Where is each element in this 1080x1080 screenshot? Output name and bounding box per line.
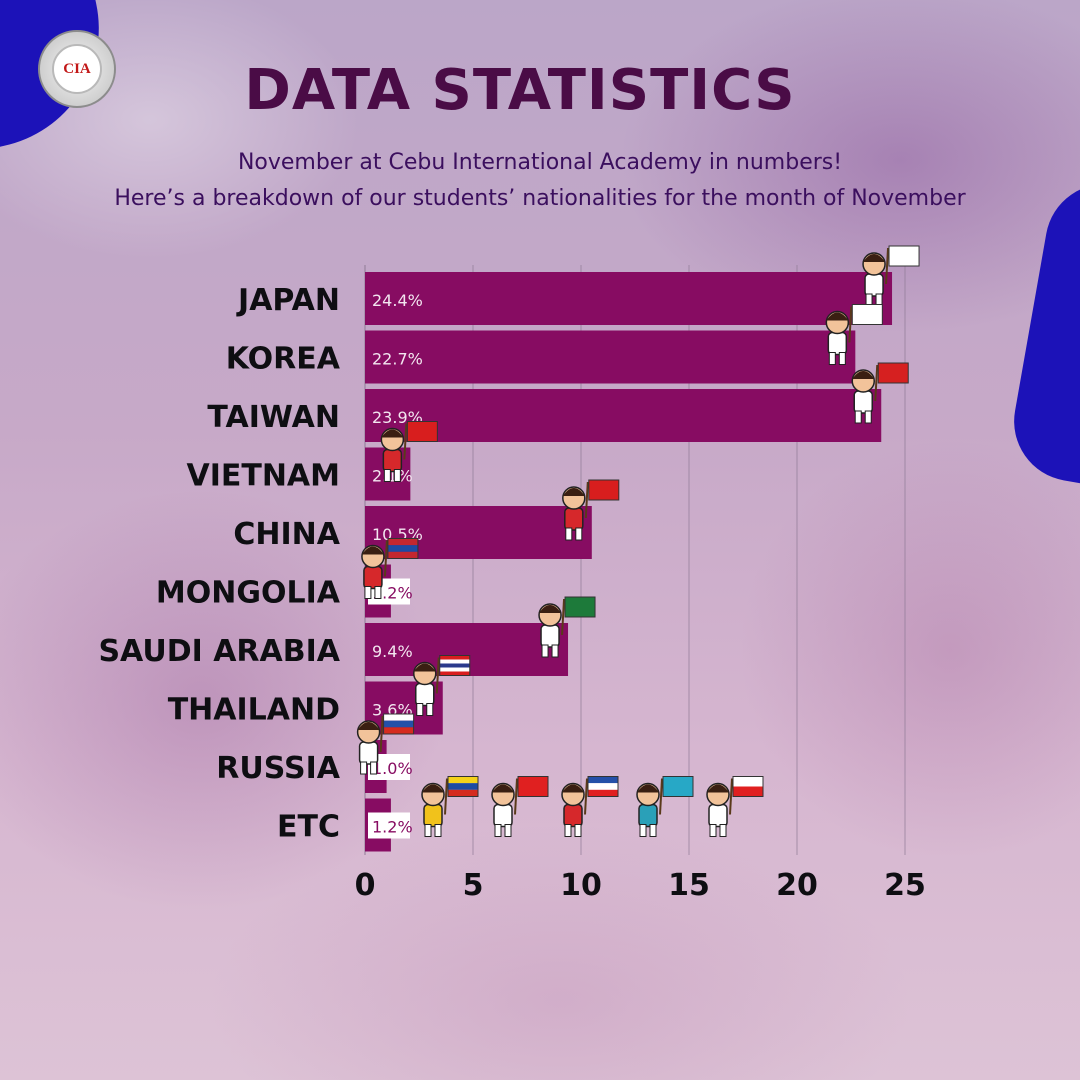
kid-with-flag-icon bbox=[706, 776, 764, 837]
kid-with-flag-icon bbox=[491, 776, 549, 837]
x-tick-label: 10 bbox=[560, 868, 602, 903]
kid-with-flag-icon bbox=[361, 538, 419, 599]
page-title: DATA STATISTICS bbox=[244, 58, 796, 123]
kid-with-flag-icon bbox=[851, 362, 909, 424]
kid-with-flag-icon bbox=[421, 776, 479, 837]
value-label: 22.7% bbox=[372, 350, 423, 369]
x-tick-label: 15 bbox=[668, 868, 710, 903]
category-label: CHINA bbox=[233, 517, 340, 552]
category-label: RUSSIA bbox=[216, 751, 340, 786]
value-label: 1.2% bbox=[372, 584, 413, 603]
value-label-bg bbox=[368, 812, 410, 839]
kid-with-flag-icon bbox=[862, 245, 920, 307]
category-label: MONGOLIA bbox=[156, 576, 341, 611]
value-label: 1.0% bbox=[372, 759, 413, 778]
cia-logo: CIA bbox=[38, 30, 116, 108]
x-tick-label: 5 bbox=[463, 868, 484, 903]
category-label: KOREA bbox=[226, 342, 341, 377]
kid-with-flag-icon bbox=[413, 655, 471, 716]
value-label: 24.4% bbox=[372, 291, 423, 310]
value-label: 2.1% bbox=[372, 467, 413, 486]
subtitle-line-2: Here’s a breakdown of our students’ nati… bbox=[114, 186, 966, 211]
bar bbox=[365, 330, 856, 384]
bar bbox=[365, 272, 893, 325]
category-label: VIETNAM bbox=[186, 459, 340, 494]
kid-with-flag-icon bbox=[562, 479, 620, 541]
x-tick-label: 25 bbox=[884, 868, 926, 903]
kid-with-flag-icon bbox=[356, 713, 415, 775]
cia-logo-text: CIA bbox=[52, 44, 102, 94]
subtitle-line-1: November at Cebu International Academy i… bbox=[237, 150, 843, 175]
kid-with-flag-icon bbox=[380, 421, 438, 482]
category-label: THAILAND bbox=[168, 693, 340, 728]
kid-with-flag-icon bbox=[561, 776, 619, 837]
category-label: TAIWAN bbox=[207, 400, 340, 435]
x-tick-label: 0 bbox=[355, 868, 376, 903]
x-tick-label: 20 bbox=[776, 868, 818, 903]
category-label: JAPAN bbox=[236, 283, 340, 318]
value-label: 1.2% bbox=[372, 818, 413, 837]
bar bbox=[365, 389, 882, 442]
category-label: ETC bbox=[277, 810, 340, 845]
value-label: 9.4% bbox=[372, 642, 413, 661]
kid-with-flag-icon bbox=[538, 596, 596, 658]
kid-with-flag-icon bbox=[825, 304, 883, 365]
kid-with-flag-icon bbox=[636, 776, 694, 837]
category-label: SAUDI ARABIA bbox=[98, 634, 340, 669]
